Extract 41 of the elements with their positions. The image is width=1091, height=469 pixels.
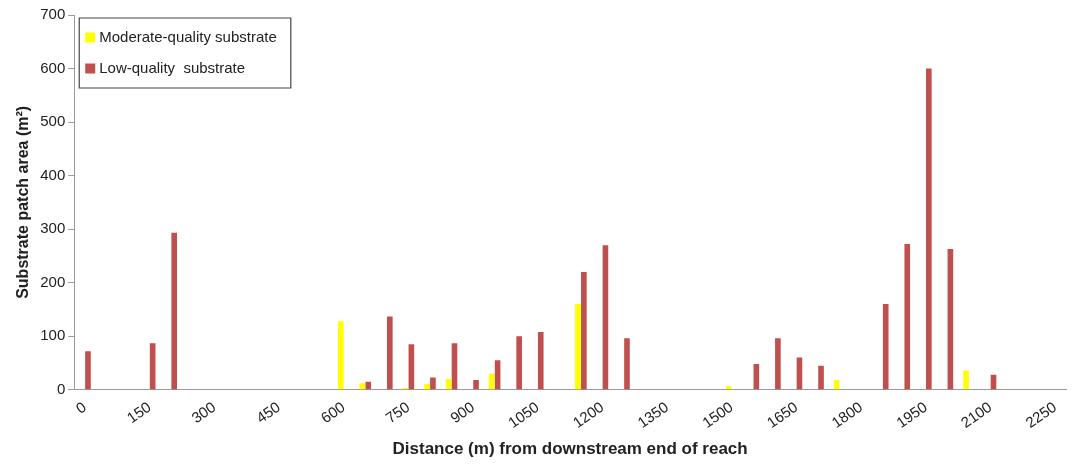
y-tick-label: 300 [40, 219, 66, 237]
bar [963, 370, 969, 390]
bar [424, 384, 430, 390]
bar [818, 365, 824, 390]
bar [337, 321, 344, 390]
bar [904, 244, 911, 390]
bar [516, 336, 522, 390]
bar [359, 383, 366, 390]
bar [726, 385, 732, 390]
y-tick-label: 600 [40, 58, 66, 76]
x-tick-label: 300 [188, 398, 219, 427]
y-axis-title: Substrate patch area (m²) [14, 105, 32, 299]
bar [488, 373, 495, 390]
y-tick-label: 0 [56, 379, 66, 397]
bar [882, 304, 889, 390]
y-tick-label: 700 [40, 5, 66, 23]
x-axis-title: Distance (m) from downstream end of reach [392, 439, 748, 459]
legend-label: Moderate-quality substrate [99, 27, 277, 45]
y-tick-label: 500 [40, 112, 66, 130]
x-tick-label: 150 [123, 398, 154, 427]
x-tick-label: 750 [382, 398, 413, 427]
bar [926, 68, 932, 390]
bar [85, 351, 91, 390]
y-tick-label: 400 [40, 165, 66, 183]
bar [430, 377, 436, 390]
bar [624, 338, 630, 390]
y-tick-label: 200 [40, 272, 66, 290]
legend-label: Low-quality substrate [99, 58, 246, 76]
y-tick-label: 100 [40, 326, 66, 344]
bar [581, 271, 587, 390]
bar [575, 304, 581, 390]
x-tick-label: 600 [317, 398, 348, 427]
x-tick-label: 0 [72, 398, 90, 417]
bar [473, 380, 479, 390]
bar [387, 316, 393, 390]
x-tick-label: 450 [252, 398, 284, 427]
bar [537, 331, 544, 390]
bar [775, 338, 781, 390]
bar [365, 381, 372, 390]
x-tick-label: 900 [446, 398, 478, 427]
bar [171, 232, 178, 390]
